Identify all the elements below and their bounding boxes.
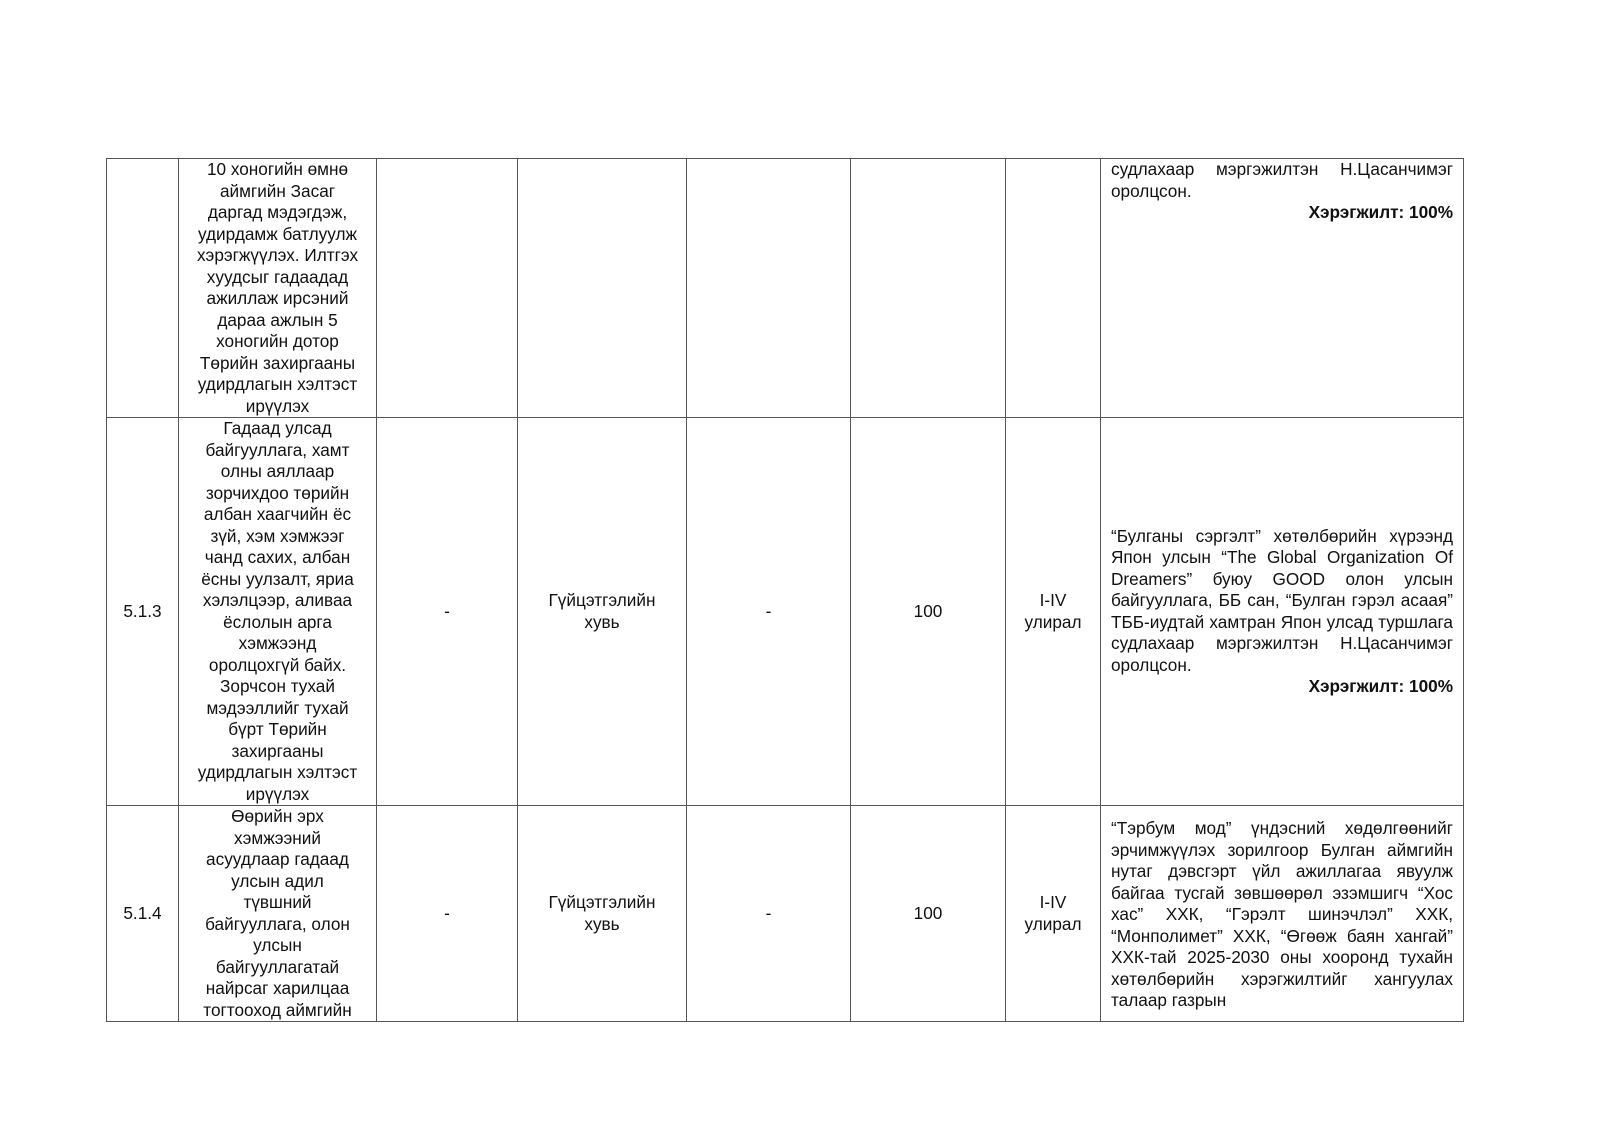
indicator-cell: Гүйцэтгэлийн хувь [517,417,687,806]
row-number [106,158,179,418]
report-text: судлахаар мэргэжилтэн Н.Цасанчимэг оролц… [1111,159,1453,201]
period-cell: I-IV улирал [1005,417,1101,806]
cell: - [686,805,851,1022]
table-row: 10 хоногийн өмнө аймгийн Засаг даргад мэ… [106,158,1464,418]
row-number: 5.1.4 [106,805,179,1022]
result-text: Хэрэгжилт: 100% [1308,202,1453,222]
activity-cell: Гадаад улсад байгууллага, хамт олны аялл… [178,417,377,806]
report-table: 10 хоногийн өмнө аймгийн Засаг даргад мэ… [106,158,1464,1022]
indicator-cell [517,158,687,418]
target-cell: 100 [850,805,1006,1022]
cell [376,158,518,418]
cell: - [376,417,518,806]
target-cell: 100 [850,417,1006,806]
report-text: “Тэрбум мод” үндэсний хөдөлгөөнийг эрчим… [1111,818,1453,1010]
cell: - [376,805,518,1022]
period-cell [1005,158,1101,418]
activity-cell: Өөрийн эрх хэмжээний асуудлаар гадаад ул… [178,805,377,1022]
indicator-cell: Гүйцэтгэлийн хувь [517,805,687,1022]
table-row: 5.1.4 Өөрийн эрх хэмжээний асуудлаар гад… [106,805,1464,1022]
activity-cell: 10 хоногийн өмнө аймгийн Засаг даргад мэ… [178,158,377,418]
row-number: 5.1.3 [106,417,179,806]
report-cell: судлахаар мэргэжилтэн Н.Цасанчимэг оролц… [1100,158,1464,418]
report-cell: “Булганы сэргэлт” хөтөлбөрийн хүрээнд Яп… [1100,417,1464,806]
period-cell: I-IV улирал [1005,805,1101,1022]
cell [686,158,851,418]
cell: - [686,417,851,806]
table-row: 5.1.3 Гадаад улсад байгууллага, хамт олн… [106,417,1464,806]
report-cell: “Тэрбум мод” үндэсний хөдөлгөөнийг эрчим… [1100,805,1464,1022]
report-text: “Булганы сэргэлт” хөтөлбөрийн хүрээнд Яп… [1111,525,1453,675]
target-cell [850,158,1006,418]
result-text: Хэрэгжилт: 100% [1308,676,1453,696]
